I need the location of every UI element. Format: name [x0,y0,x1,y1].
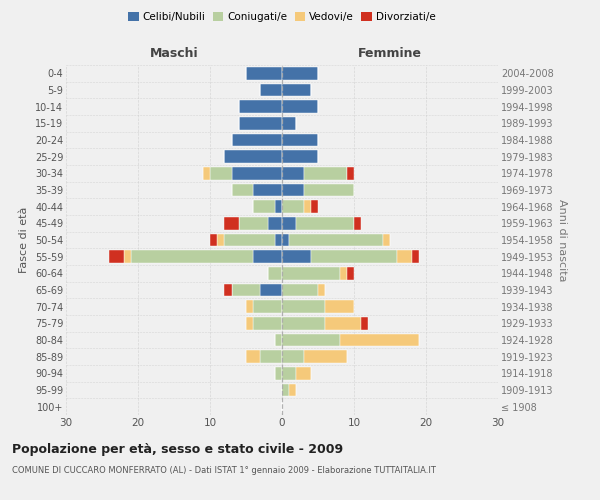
Bar [246,317,253,330]
Bar [260,350,282,363]
Bar [282,167,304,179]
Bar [282,300,325,313]
Bar [282,384,289,396]
Bar [304,350,347,363]
Bar [282,150,318,163]
Bar [275,334,282,346]
Text: Popolazione per età, sesso e stato civile - 2009: Popolazione per età, sesso e stato civil… [12,442,343,456]
Text: COMUNE DI CUCCARO MONFERRATO (AL) - Dati ISTAT 1° gennaio 2009 - Elaborazione TU: COMUNE DI CUCCARO MONFERRATO (AL) - Dati… [12,466,436,475]
Bar [325,300,354,313]
Bar [347,167,354,179]
Bar [397,250,412,263]
Bar [304,167,347,179]
Bar [131,250,253,263]
Text: Femmine: Femmine [358,47,422,60]
Bar [224,234,275,246]
Bar [246,350,260,363]
Bar [282,284,318,296]
Bar [325,317,361,330]
Bar [260,84,282,96]
Text: Maschi: Maschi [149,47,199,60]
Bar [383,234,390,246]
Bar [239,117,282,130]
Bar [304,184,354,196]
Bar [232,284,260,296]
Bar [217,234,224,246]
Bar [412,250,419,263]
Bar [239,217,268,230]
Bar [124,250,131,263]
Bar [347,267,354,280]
Bar [224,150,282,163]
Bar [282,234,289,246]
Bar [282,350,304,363]
Bar [282,117,296,130]
Bar [311,250,397,263]
Bar [246,67,282,80]
Bar [282,334,340,346]
Bar [340,267,347,280]
Y-axis label: Anni di nascita: Anni di nascita [557,198,568,281]
Bar [318,284,325,296]
Bar [232,167,282,179]
Bar [275,200,282,213]
Bar [260,284,282,296]
Bar [253,300,282,313]
Bar [253,184,282,196]
Bar [253,250,282,263]
Bar [210,167,232,179]
Y-axis label: Fasce di età: Fasce di età [19,207,29,273]
Bar [203,167,210,179]
Bar [109,250,124,263]
Bar [282,367,296,380]
Bar [210,234,217,246]
Bar [239,100,282,113]
Bar [282,67,318,80]
Bar [275,234,282,246]
Bar [304,200,311,213]
Bar [232,184,253,196]
Bar [282,317,325,330]
Bar [311,200,318,213]
Bar [253,200,275,213]
Bar [268,267,282,280]
Bar [282,217,296,230]
Bar [296,217,354,230]
Bar [282,250,311,263]
Bar [253,317,282,330]
Bar [268,217,282,230]
Bar [232,134,282,146]
Bar [282,200,304,213]
Legend: Celibi/Nubili, Coniugati/e, Vedovi/e, Divorziati/e: Celibi/Nubili, Coniugati/e, Vedovi/e, Di… [124,8,440,26]
Bar [354,217,361,230]
Bar [282,267,340,280]
Bar [340,334,419,346]
Bar [289,384,296,396]
Bar [289,234,383,246]
Bar [224,284,232,296]
Bar [246,300,253,313]
Bar [361,317,368,330]
Bar [282,100,318,113]
Bar [296,367,311,380]
Bar [275,367,282,380]
Bar [282,184,304,196]
Bar [282,134,318,146]
Bar [282,84,311,96]
Bar [224,217,239,230]
